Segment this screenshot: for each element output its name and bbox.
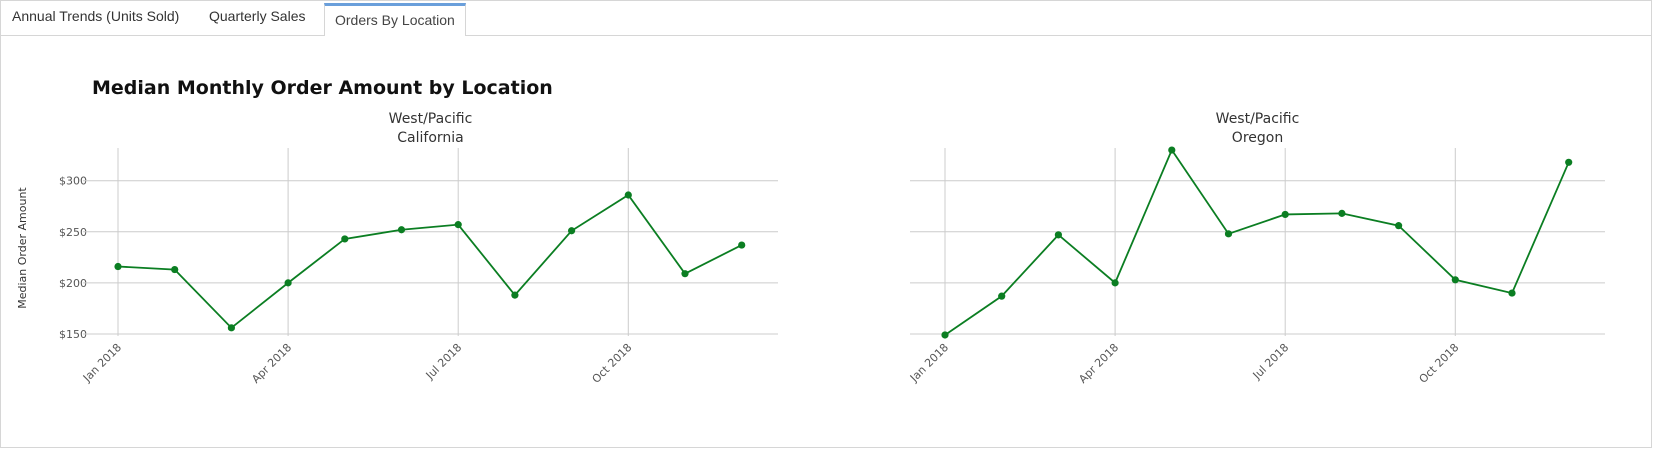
tab-bar: Annual Trends (Units Sold) Quarterly Sal… bbox=[0, 0, 1652, 36]
data-point bbox=[171, 265, 179, 274]
data-point bbox=[1338, 209, 1346, 217]
y-tick-label: $300 bbox=[59, 175, 87, 188]
data-point bbox=[998, 292, 1006, 300]
y-tick-label: $200 bbox=[59, 277, 87, 290]
data-point bbox=[114, 262, 122, 271]
series-line-california bbox=[117, 193, 743, 330]
tab-annual-trends[interactable]: Annual Trends (Units Sold) bbox=[12, 8, 180, 24]
data-point bbox=[1054, 231, 1062, 239]
data-point bbox=[1508, 289, 1516, 297]
data-point bbox=[454, 221, 462, 229]
series-line-oregon bbox=[944, 148, 1570, 336]
x-tick-label: Apr 2018 bbox=[1076, 341, 1121, 386]
data-point bbox=[1168, 146, 1176, 154]
data-point bbox=[1111, 279, 1119, 287]
data-point bbox=[1281, 210, 1289, 219]
data-point bbox=[941, 331, 949, 339]
data-point bbox=[1395, 222, 1403, 230]
data-point bbox=[1565, 158, 1573, 166]
data-point bbox=[738, 241, 746, 249]
x-tick-label: Jul 2018 bbox=[423, 341, 465, 383]
data-point bbox=[341, 235, 349, 243]
y-axis-label: Median Order Amount bbox=[16, 187, 29, 309]
facet-title-state: Oregon bbox=[1232, 130, 1283, 146]
data-point bbox=[397, 226, 406, 234]
x-tick-label: Jul 2018 bbox=[1250, 341, 1292, 383]
chart-title: Median Monthly Order Amount by Location bbox=[92, 77, 553, 99]
data-point bbox=[284, 279, 292, 287]
data-point bbox=[511, 291, 519, 299]
x-tick-label: Jan 2018 bbox=[907, 341, 951, 385]
facet-title-region: West/Pacific bbox=[389, 111, 473, 127]
tab-quarterly-sales[interactable]: Quarterly Sales bbox=[209, 8, 306, 24]
data-point bbox=[227, 324, 235, 332]
y-tick-label: $250 bbox=[59, 226, 87, 239]
data-point bbox=[1224, 230, 1233, 238]
tab-divider bbox=[0, 35, 1652, 36]
x-tick-label: Apr 2018 bbox=[249, 341, 294, 386]
data-point bbox=[624, 191, 632, 199]
x-tick-label: Oct 2018 bbox=[590, 341, 635, 386]
y-tick-label: $150 bbox=[59, 328, 87, 341]
x-tick-label: Jan 2018 bbox=[80, 341, 124, 385]
facet-title-state: California bbox=[397, 130, 463, 146]
x-tick-label: Oct 2018 bbox=[1417, 341, 1462, 386]
facet-title-region: West/Pacific bbox=[1216, 111, 1300, 127]
tab-orders-by-location[interactable]: Orders By Location bbox=[324, 3, 466, 36]
data-point bbox=[681, 270, 689, 278]
data-point bbox=[568, 227, 576, 235]
data-point bbox=[1451, 276, 1459, 284]
